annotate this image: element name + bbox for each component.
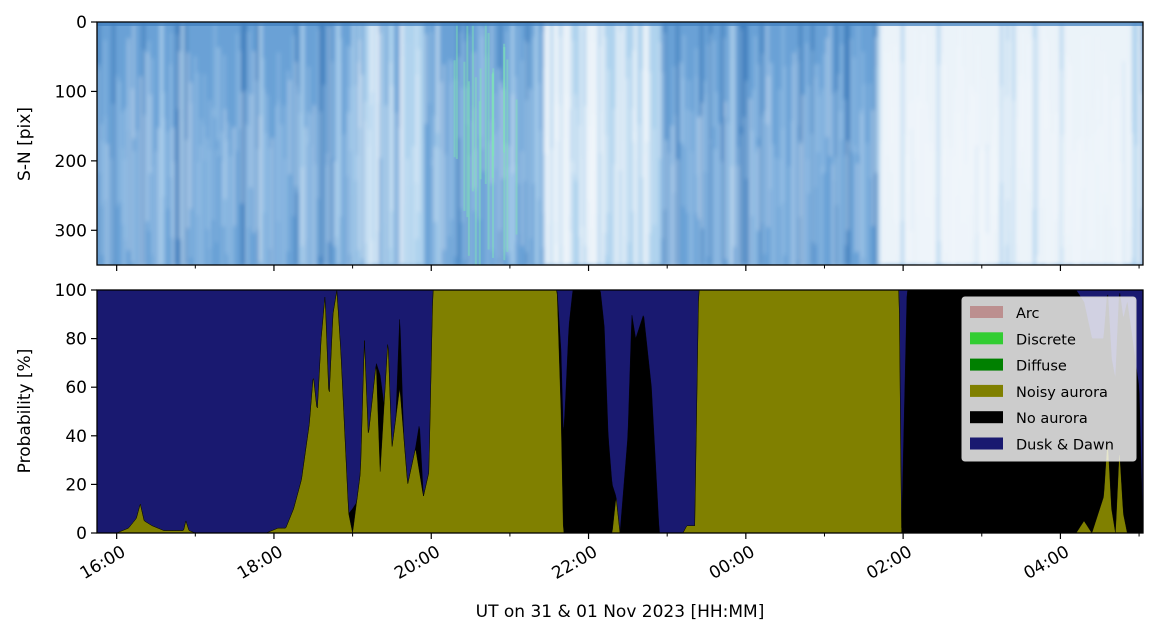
x-tick-label: 00:00 <box>706 542 758 584</box>
keogram-panel: 0 100 200 300 S-N [pix] <box>15 13 1144 271</box>
probability-y-tick-label: 40 <box>65 427 87 447</box>
x-tick-label: 16:00 <box>77 542 129 584</box>
probability-x-axis: 16:00 18:00 20:00 22:00 00:00 02:00 04:00 <box>77 533 1140 584</box>
x-axis-label: UT on 31 & 01 Nov 2023 [HH:MM] <box>476 602 765 622</box>
legend-label-noisy-aurora: Noisy aurora <box>1016 385 1108 401</box>
legend-label-arc: Arc <box>1016 306 1040 322</box>
legend-box <box>961 296 1137 462</box>
keogram-image <box>97 22 1143 265</box>
probability-panel: 0 20 40 60 80 100 16:00 18:00 20:00 22:00 00:00 02… <box>15 281 1144 622</box>
legend-label-discrete: Discrete <box>1016 332 1076 348</box>
keogram-y-tick-label: 300 <box>55 221 87 241</box>
keogram-y-tick-label: 0 <box>76 13 87 33</box>
keogram-y-tick-label: 200 <box>55 152 87 172</box>
legend-swatch-discrete <box>970 332 1003 345</box>
legend-swatch-noisy-aurora <box>970 384 1003 397</box>
probability-y-axis-label: Probability [%] <box>15 349 35 474</box>
legend: Arc Discrete Diffuse Noisy aurora No aurora D… <box>961 296 1137 462</box>
x-tick-label: 18:00 <box>234 542 286 584</box>
legend-label-diffuse: Diffuse <box>1016 359 1067 375</box>
probability-y-tick-label: 100 <box>55 281 87 301</box>
keogram-y-axis: 0 100 200 300 <box>55 13 97 241</box>
legend-swatch-arc <box>970 306 1003 318</box>
keogram-frame <box>96 21 1144 266</box>
keogram-y-tick-label: 100 <box>55 82 87 102</box>
legend-swatch-no-aurora <box>970 411 1003 424</box>
probability-y-tick-label: 0 <box>76 524 87 544</box>
probability-y-tick-label: 60 <box>65 378 87 398</box>
probability-frame <box>96 289 1144 534</box>
x-tick-label: 20:00 <box>391 542 443 584</box>
keogram-y-axis-label: S-N [pix] <box>15 107 35 181</box>
x-tick-label: 02:00 <box>863 542 915 584</box>
x-tick-label: 04:00 <box>1020 542 1072 584</box>
legend-swatch-diffuse <box>970 358 1003 371</box>
keogram-x-ticks <box>116 265 1140 271</box>
legend-swatch-dusk-dawn <box>970 437 1003 450</box>
probability-y-tick-label: 20 <box>65 475 87 495</box>
probability-y-tick-label: 80 <box>65 330 87 350</box>
x-tick-label: 22:00 <box>549 542 601 584</box>
probability-y-axis: 0 20 40 60 80 100 <box>55 281 97 544</box>
legend-label-dusk-dawn: Dusk & Dawn <box>1016 438 1114 454</box>
legend-label-no-aurora: No aurora <box>1016 411 1088 427</box>
